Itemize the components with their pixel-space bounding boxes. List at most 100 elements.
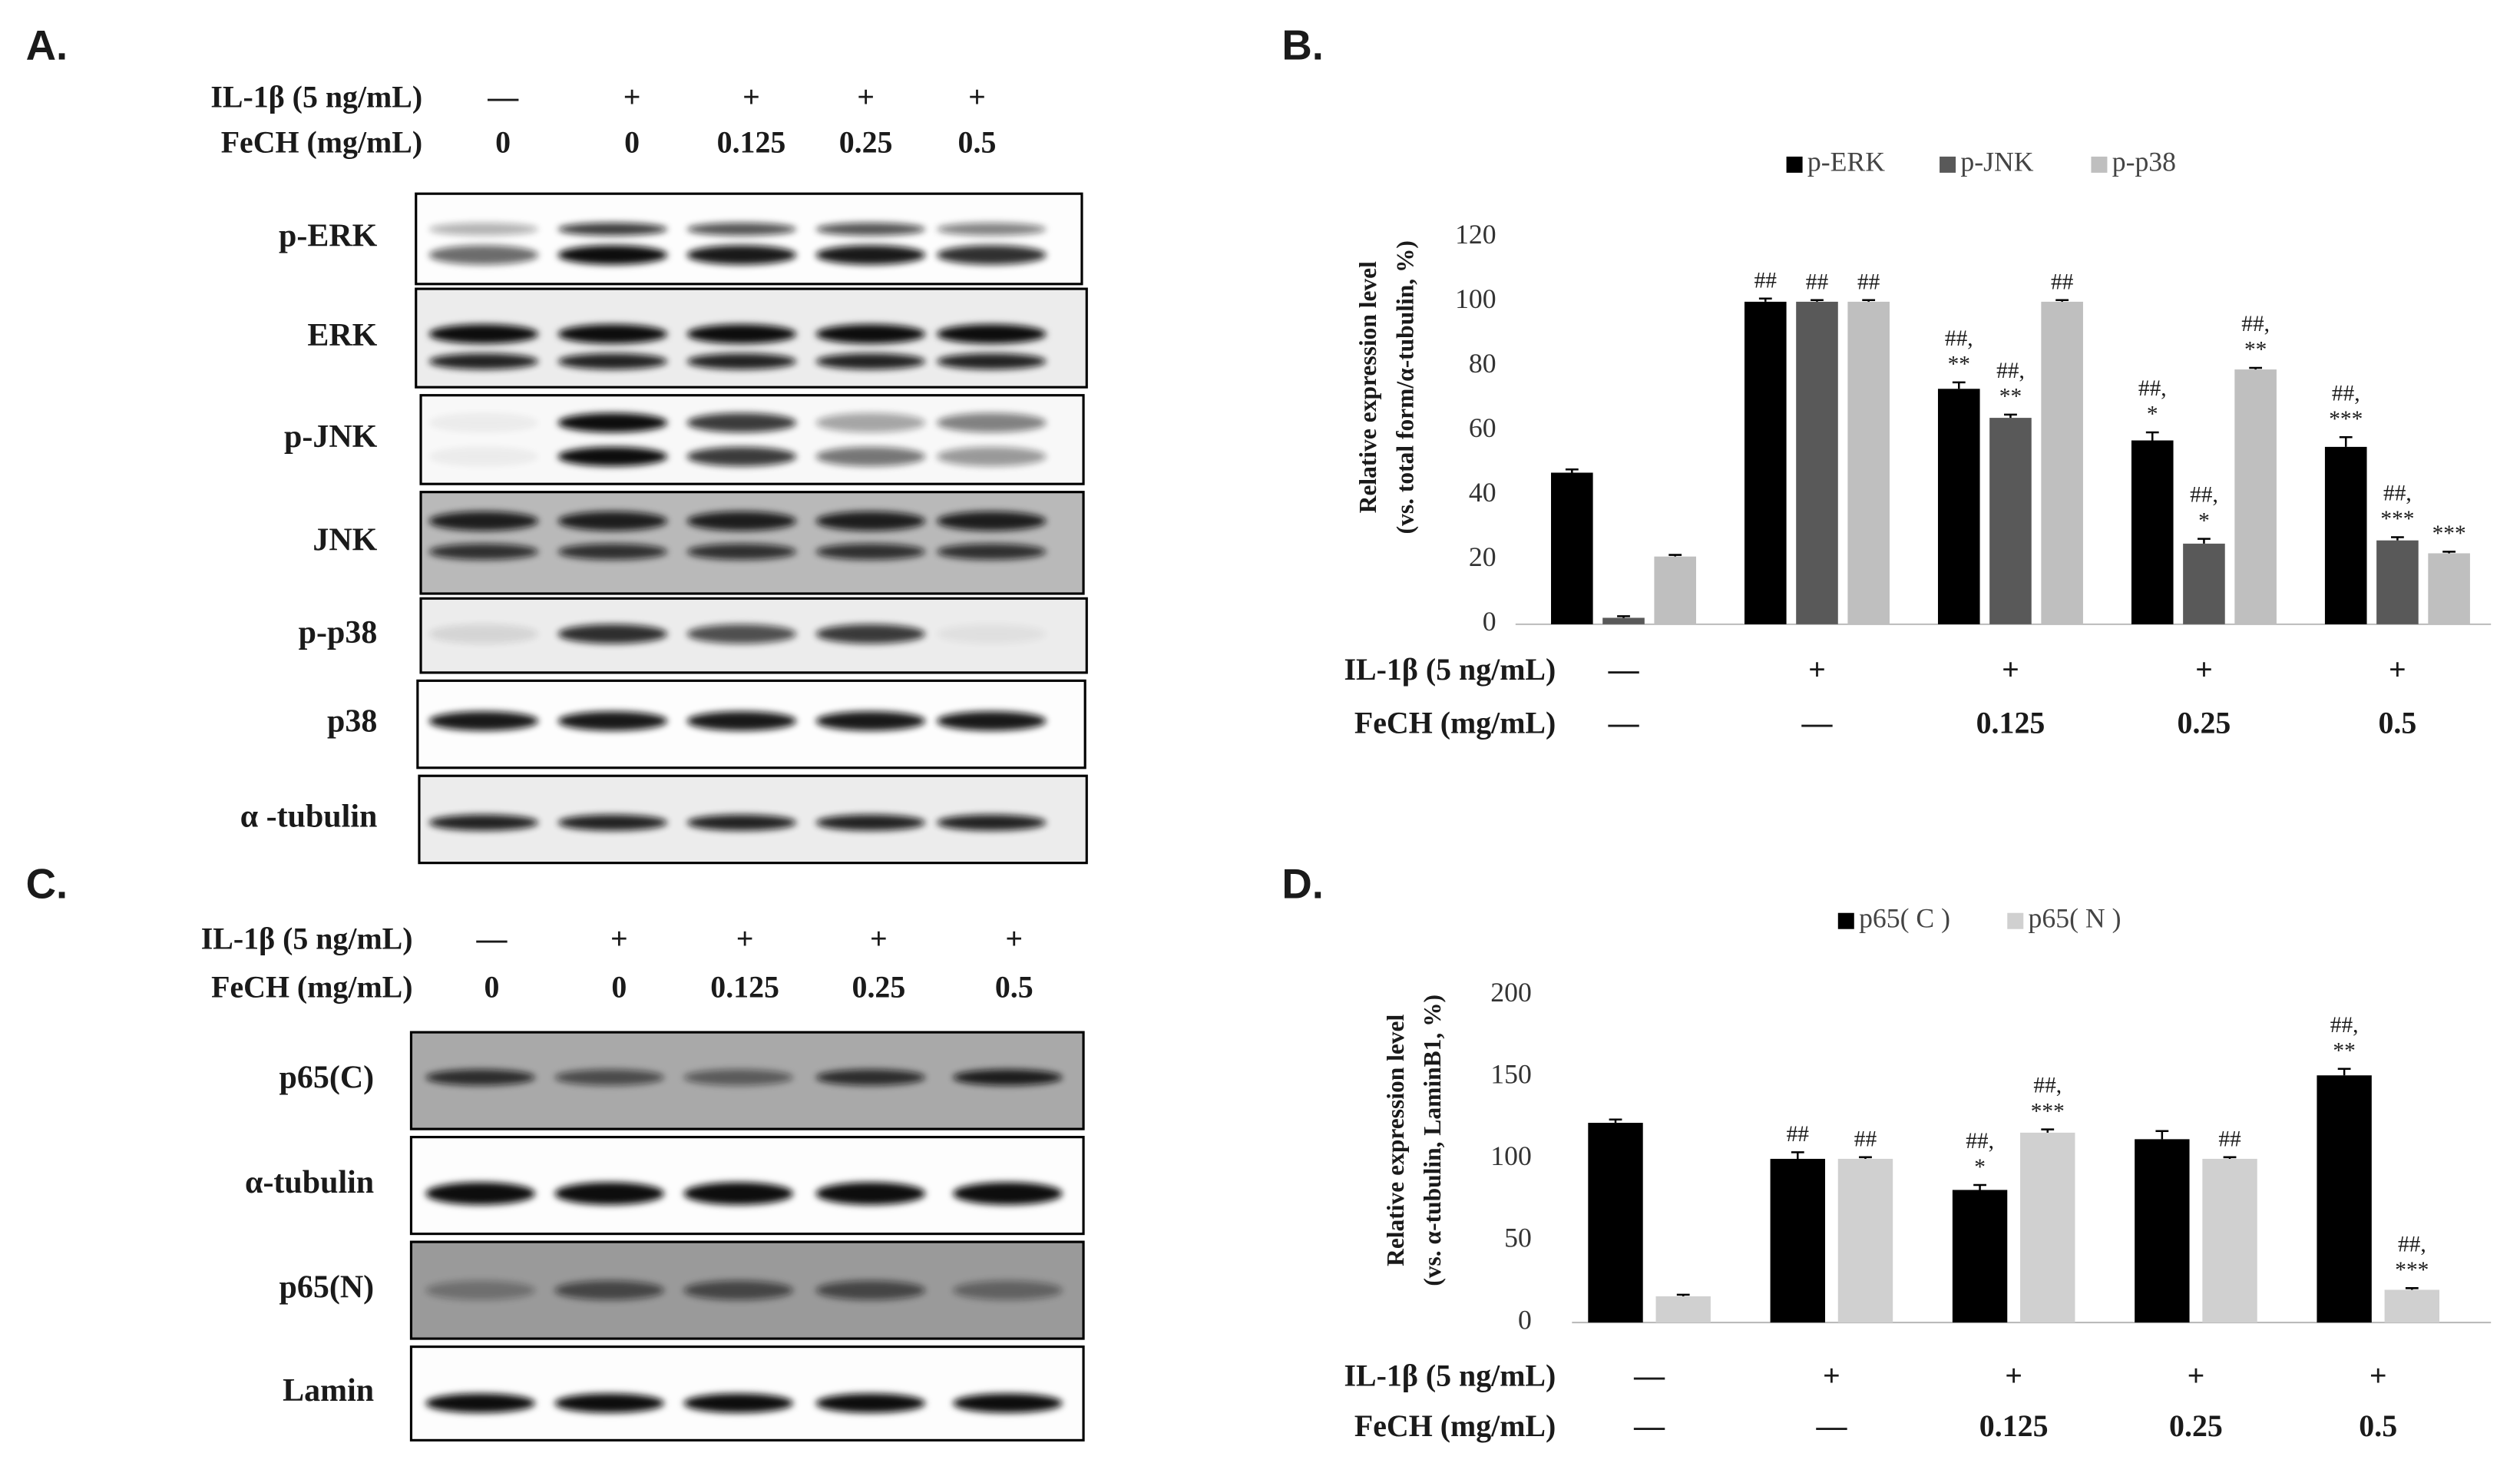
- band: [686, 624, 797, 644]
- significance-label: **: [2333, 1038, 2355, 1063]
- error-bar: [1862, 299, 1876, 302]
- band: [425, 1182, 536, 1205]
- band: [686, 446, 797, 467]
- treatment-value: 0: [624, 124, 640, 159]
- band: [936, 223, 1047, 236]
- treatment-label: IL-1β (5 ng/mL): [1344, 652, 1556, 687]
- treatment-label: IL-1β (5 ng/mL): [1344, 1359, 1556, 1393]
- bar: [1796, 301, 1838, 624]
- treatment-value: 0.125: [710, 970, 779, 1005]
- bar: [2131, 440, 2174, 624]
- error-bar: [2339, 436, 2353, 447]
- error-bar: [2249, 366, 2263, 370]
- y-tick-label: 60: [1469, 412, 1496, 443]
- error-bar: [2391, 536, 2404, 541]
- blot-label: p-ERK: [279, 219, 378, 254]
- band: [815, 1069, 926, 1086]
- treatment-value: +: [736, 922, 754, 956]
- treatment-value: —: [476, 922, 508, 956]
- error-bar: [2198, 538, 2211, 544]
- treatment-value: +: [2370, 1359, 2387, 1393]
- significance-label: ##: [1857, 270, 1880, 295]
- treatment-value: 0: [611, 970, 627, 1005]
- band: [425, 1280, 536, 1300]
- band: [554, 1393, 665, 1413]
- treatment-value: 0.25: [2178, 705, 2231, 740]
- y-tick-label: 120: [1455, 219, 1496, 250]
- treatment-value: +: [1823, 1359, 1840, 1393]
- band: [683, 1182, 794, 1205]
- error-bar: [1676, 1293, 1690, 1296]
- significance-label: ##: [1854, 1127, 1877, 1152]
- treatment-label: FeCH (mg/mL): [211, 970, 412, 1005]
- significance-label: ##: [1754, 268, 1778, 293]
- treatment-value: —: [1608, 705, 1640, 740]
- significance-label: ***: [2432, 521, 2466, 546]
- band: [554, 1182, 665, 1205]
- significance-label: *: [2147, 402, 2158, 427]
- significance-label: ***: [2395, 1258, 2429, 1283]
- legend-swatch: [1786, 156, 1803, 173]
- bar: [1655, 1296, 1711, 1323]
- treatment-value: 0: [484, 970, 499, 1005]
- y-axis-label: (vs. total form/α-tubulin, %): [1391, 240, 1418, 534]
- significance-label: *: [2198, 508, 2210, 533]
- band: [815, 245, 926, 265]
- error-bar: [1811, 299, 1824, 302]
- significance-label: **: [2244, 338, 2267, 362]
- blot-label: p38: [327, 704, 377, 740]
- bar: [2317, 1075, 2372, 1323]
- band: [936, 245, 1047, 265]
- legend-label: p-JNK: [1960, 147, 2033, 177]
- band: [936, 511, 1047, 531]
- blot: [416, 679, 1086, 770]
- band: [936, 412, 1047, 432]
- treatment-value: +: [870, 922, 888, 956]
- significance-label: ##,: [2332, 381, 2360, 405]
- treatment-value: 0: [495, 124, 511, 159]
- error-bar: [2405, 1287, 2419, 1290]
- significance-label: ##,: [2033, 1074, 2062, 1098]
- bar: [1937, 389, 1980, 624]
- treatment-value: +: [1808, 652, 1826, 687]
- bar: [2234, 369, 2277, 624]
- error-bar: [1859, 1156, 1872, 1159]
- treatment-value: +: [610, 922, 628, 956]
- blot-label: p-JNK: [284, 419, 378, 455]
- significance-label: ***: [2329, 407, 2363, 432]
- legend-label: p65( C ): [1859, 902, 1950, 933]
- blot-background: [409, 1345, 1085, 1441]
- treatment-value: 0.5: [2359, 1408, 2397, 1443]
- band: [686, 543, 797, 560]
- treatment-label: FeCH (mg/mL): [1354, 705, 1556, 740]
- band: [936, 543, 1047, 560]
- band: [952, 1069, 1063, 1086]
- y-axis-label: Relative expression level: [1382, 1014, 1409, 1266]
- blot: [415, 192, 1083, 286]
- treatment-value: 0.25: [839, 124, 893, 159]
- band: [815, 711, 926, 731]
- error-bar: [2145, 431, 2159, 441]
- band: [554, 1280, 665, 1300]
- band: [683, 1069, 794, 1086]
- treatment-value: —: [1608, 652, 1640, 687]
- error-bar: [1973, 1183, 1986, 1190]
- band: [557, 353, 668, 370]
- blot-background: [419, 491, 1085, 595]
- band: [815, 511, 926, 531]
- band: [815, 412, 926, 432]
- bar: [2376, 540, 2419, 624]
- band: [425, 1393, 536, 1413]
- treatment-label: IL-1β (5 ng/mL): [201, 922, 413, 956]
- significance-label: ##: [2218, 1127, 2241, 1152]
- significance-label: ##,: [2241, 312, 2270, 336]
- blot: [419, 491, 1085, 595]
- band: [815, 1182, 926, 1205]
- blot: [418, 774, 1088, 865]
- significance-label: **: [1999, 385, 2022, 409]
- band: [815, 324, 926, 344]
- y-tick-label: 20: [1469, 541, 1496, 572]
- error-bar: [1758, 297, 1772, 302]
- band: [557, 711, 668, 731]
- error-bar: [2055, 299, 2069, 302]
